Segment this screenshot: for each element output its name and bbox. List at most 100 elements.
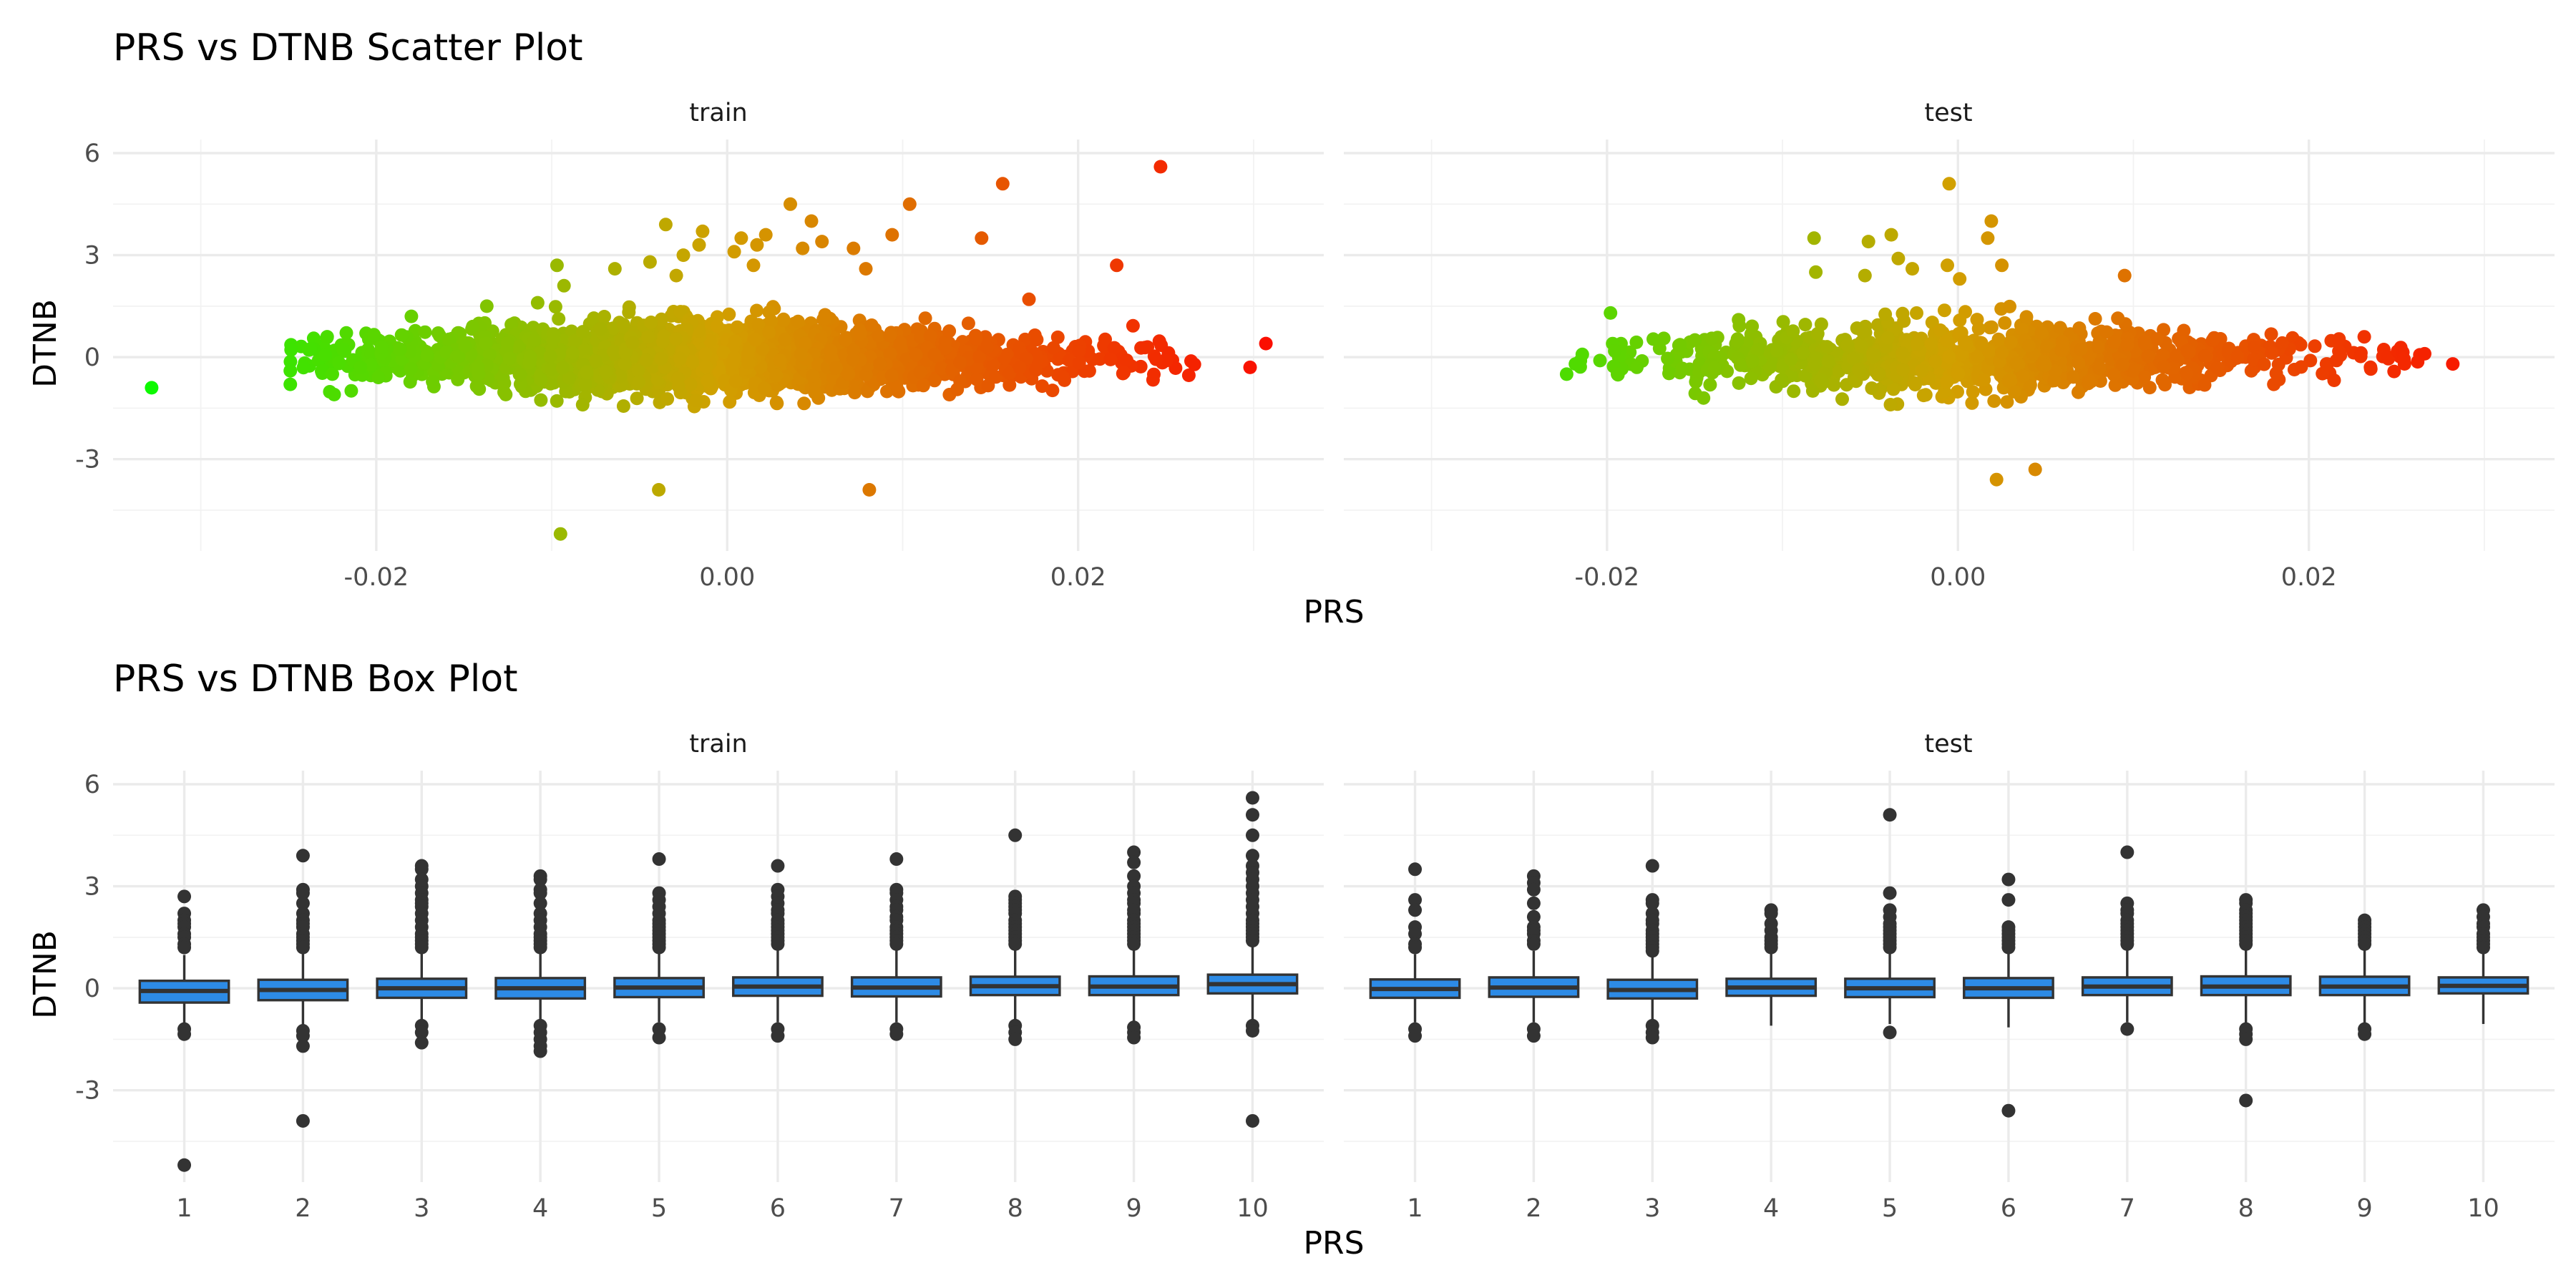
scatter-point	[553, 527, 567, 541]
box-outlier	[1526, 896, 1541, 910]
scatter-point	[332, 356, 346, 370]
scatter-point	[364, 358, 378, 372]
scatter-point	[2091, 340, 2105, 354]
scatter-point	[565, 346, 580, 360]
box-outlier	[296, 849, 310, 863]
scatter-point	[404, 361, 418, 376]
scatter-point	[1940, 375, 1954, 389]
box-outlier	[1245, 828, 1259, 842]
scatter-point	[859, 262, 873, 276]
scatter-point	[972, 350, 987, 364]
scatter-point	[1704, 331, 1719, 346]
scatter-point	[2088, 312, 2102, 326]
scatter-point	[1029, 363, 1043, 377]
scatter-point	[2247, 352, 2261, 366]
scatter-point	[502, 351, 517, 366]
box-chart: 6 3 0 -3 1 2 3 4 5 6 7 8 9 10 1 2 3 4 5 6 7 8 9 10	[75, 771, 2555, 1223]
scatter-point	[2034, 326, 2049, 340]
scatter-point	[953, 355, 967, 369]
scatter-point	[618, 357, 632, 371]
box-x-tick-label-train: 7	[889, 1194, 904, 1223]
box-y-axis-title: DTNB	[27, 930, 64, 1019]
box-chart-title: PRS vs DTNB Box Plot	[113, 658, 518, 701]
scatter-point	[703, 333, 717, 348]
box-x-tick-label-train: 4	[532, 1194, 548, 1223]
box-outlier	[1526, 1029, 1541, 1043]
scatter-point	[1796, 346, 1810, 360]
box-outlier	[2001, 893, 2016, 907]
box-x-tick-label-test: 9	[2356, 1194, 2372, 1223]
scatter-point	[548, 300, 562, 314]
scatter-point	[824, 343, 838, 358]
scatter-point	[1810, 326, 1825, 341]
scatter-point	[543, 349, 557, 364]
scatter-y-tick-label: 3	[84, 242, 100, 270]
scatter-point	[1971, 349, 1985, 364]
scatter-point	[808, 386, 822, 400]
box-facet-label-test: test	[1924, 730, 1972, 758]
scatter-point	[1147, 367, 1161, 381]
scatter-point	[1846, 351, 1860, 366]
scatter-point	[654, 351, 668, 366]
scatter-point	[588, 354, 602, 369]
scatter-y-tick-label: -3	[75, 446, 100, 474]
scatter-point	[2158, 378, 2172, 392]
scatter-point	[1745, 319, 1760, 333]
scatter-point	[862, 483, 877, 497]
scatter-point	[1786, 324, 1800, 338]
scatter-point	[1575, 347, 1589, 361]
scatter-point	[2210, 361, 2225, 375]
scatter-point	[1940, 333, 1954, 348]
scatter-chart: 6 3 0 -3 -0.02 0.00 0.02 -0.02 0.00 0.02	[75, 140, 2555, 592]
scatter-point	[734, 231, 748, 245]
scatter-point	[1840, 338, 1855, 352]
scatter-point	[2357, 330, 2371, 344]
scatter-point	[1835, 392, 1849, 406]
box-x-tick-label-test: 3	[1644, 1194, 1660, 1223]
scatter-point	[1861, 235, 1875, 249]
box-outlier	[2120, 937, 2135, 951]
scatter-point	[2294, 360, 2308, 374]
scatter-point	[1895, 346, 1909, 361]
scatter-point	[909, 348, 923, 362]
box-outlier	[1526, 937, 1541, 951]
scatter-point	[1827, 378, 1841, 392]
scatter-point	[764, 314, 779, 328]
box-outlier	[2001, 1103, 2016, 1118]
scatter-point	[751, 318, 766, 332]
scatter-point	[872, 328, 886, 343]
scatter-point	[716, 345, 731, 359]
scatter-point	[613, 369, 628, 384]
box-outlier	[414, 1035, 429, 1050]
scatter-point	[2418, 346, 2431, 361]
scatter-point	[1030, 333, 1044, 347]
box-panel-train: 1 2 3 4 5 6 7 8 9 10	[113, 771, 1324, 1223]
scatter-point	[815, 235, 829, 249]
box-outlier	[533, 940, 547, 955]
scatter-point	[1120, 353, 1133, 367]
scatter-point	[1858, 268, 1872, 283]
scatter-point	[426, 374, 440, 389]
scatter-point	[622, 305, 636, 319]
scatter-point	[2009, 356, 2024, 371]
scatter-point	[927, 348, 942, 362]
scatter-point	[883, 328, 897, 343]
scatter-point	[1983, 321, 1997, 335]
scatter-point	[320, 330, 334, 344]
scatter-point	[686, 355, 700, 369]
box-outlier	[1127, 1030, 1141, 1045]
box-x-tick-label-train: 10	[1236, 1194, 1269, 1223]
box-outlier	[296, 1113, 310, 1128]
scatter-point	[608, 262, 622, 276]
scatter-point	[791, 314, 805, 328]
box-outlier	[771, 1029, 785, 1043]
scatter-point	[418, 325, 432, 339]
scatter-point	[2047, 374, 2062, 388]
scatter-point	[625, 336, 640, 350]
scatter-point	[1117, 366, 1131, 380]
box-train-1	[138, 889, 230, 1172]
box-x-tick-label-test: 5	[1882, 1194, 1898, 1223]
scatter-point	[394, 328, 409, 342]
scatter-point	[479, 299, 494, 313]
